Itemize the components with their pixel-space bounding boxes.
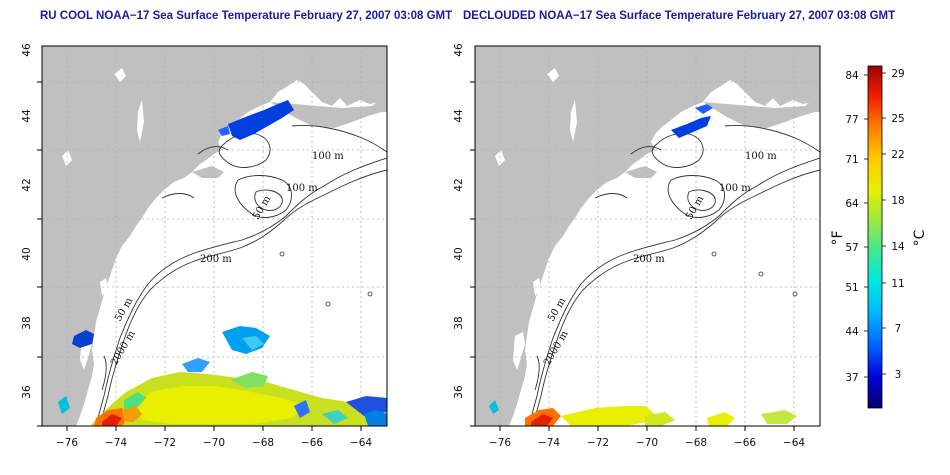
left-contour-label-1: 100 m [312,151,344,162]
right-y-tick: 44 [453,109,465,123]
colorbar-fahrenheit-label: °F [830,230,846,245]
right-panel-title: DECLOUDED NOAA−17 Sea Surface Temperatur… [463,10,896,22]
colorbar-c-tick: 3 [895,369,902,381]
left-y-tick: 36 [21,385,33,399]
left-x-axis: −76 −74 −72 −70 −68 −66 −64 [56,426,372,449]
colorbar-c-tick: 25 [891,113,904,125]
right-y-tick: 36 [453,385,465,399]
colorbar-f-tick: 37 [845,372,858,384]
colorbar-c-tick: 22 [891,149,904,161]
right-contour-label-4: 200 m [633,254,665,265]
colorbar-f-tick: 44 [845,326,859,338]
colorbar-c-tick: 18 [891,195,904,207]
left-y-tick: 44 [21,109,33,123]
right-y-tick: 42 [453,178,465,191]
right-contour-label-2: 100 m [719,183,751,194]
right-x-tick: −74 [538,437,560,449]
colorbar-gradient [867,65,883,409]
right-y-tick: 38 [453,316,465,329]
left-x-tick: −76 [56,437,78,449]
colorbar-c-tick: 7 [895,323,902,335]
colorbar-c-tick: 14 [891,241,905,253]
left-map-area [42,46,387,426]
colorbar: 84 77 71 64 57 51 44 37 29 25 22 18 14 1… [830,65,928,409]
colorbar-f-tick: 57 [845,242,858,254]
left-contour-label-4: 200 m [200,254,232,265]
colorbar-f-tick: 64 [845,198,859,210]
right-x-tick: −70 [636,437,658,449]
left-y-tick: 38 [21,316,33,329]
left-x-tick: −64 [350,437,372,449]
left-x-tick: −66 [301,437,323,449]
left-x-tick: −68 [252,437,274,449]
left-x-tick: −70 [203,437,225,449]
colorbar-f-tick: 77 [845,114,858,126]
right-x-tick: −76 [489,437,511,449]
colorbar-c-tick: 29 [891,68,904,80]
left-y-tick: 46 [21,43,33,57]
colorbar-c-tick: 11 [891,278,904,290]
right-x-tick: −68 [685,437,707,449]
left-contour-label-2: 100 m [286,183,318,194]
right-x-tick: −64 [783,437,805,449]
colorbar-f-tick: 84 [845,70,859,82]
colorbar-celsius-label: °C [912,229,928,246]
colorbar-f-tick: 71 [845,154,858,166]
right-x-tick: −66 [734,437,756,449]
right-map-panel: 100 m 100 m 50 m 200 m 50 m 2000 m [474,45,821,427]
right-y-tick: 40 [453,247,465,260]
left-map-panel: 100 m 100 m 50 m 200 m 50 m 2000 m [41,45,388,427]
colorbar-f-tick: 51 [845,282,858,294]
right-y-axis: 36 38 40 42 44 46 [453,43,475,427]
right-x-tick: −72 [587,437,609,449]
left-panel-title: RU COOL NOAA−17 Sea Surface Temperature … [40,10,453,22]
left-x-tick: −72 [154,437,176,449]
right-x-axis: −76 −74 −72 −70 −68 −66 −64 [489,426,805,449]
left-y-tick: 42 [21,178,33,191]
buoy-markers [279,251,798,307]
left-y-tick: 40 [21,247,33,260]
left-x-tick: −74 [105,437,127,449]
left-y-axis: 36 38 40 42 44 46 [21,43,42,427]
right-map-area [475,46,820,426]
right-contour-label-1: 100 m [745,151,777,162]
right-y-tick: 46 [453,43,465,57]
